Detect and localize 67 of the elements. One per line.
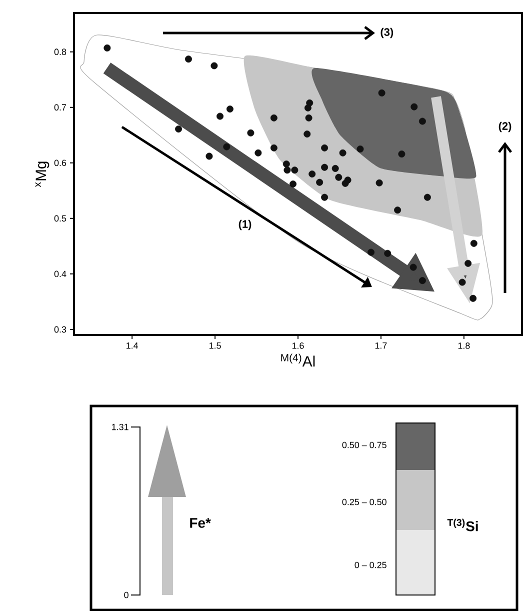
- point: [284, 166, 291, 174]
- point: [305, 114, 312, 122]
- point: [304, 104, 312, 112]
- point: [226, 106, 234, 113]
- x-tick-label: 1.4: [126, 342, 138, 349]
- point: [332, 164, 339, 172]
- point: [254, 149, 262, 156]
- point: [418, 277, 426, 284]
- text: 1.31: [112, 424, 128, 430]
- point: [368, 248, 375, 256]
- point: [378, 89, 386, 96]
- text: Fe*: [190, 518, 211, 528]
- point: [184, 56, 192, 63]
- point: [394, 206, 402, 214]
- point: [418, 118, 426, 125]
- y-tick-label: 0.8: [54, 48, 66, 56]
- point: [464, 260, 472, 267]
- point: [342, 180, 349, 187]
- y-tick-label: 0.5: [54, 215, 66, 222]
- point: [308, 170, 316, 178]
- point: [410, 103, 418, 110]
- point: [290, 180, 297, 188]
- annotation: (2): [498, 122, 512, 132]
- x-tick-label: 1.8: [458, 342, 470, 349]
- y-axis-title: $^{x}$Mg: [35, 162, 50, 188]
- point: [216, 112, 224, 120]
- point: [321, 144, 328, 152]
- point: [270, 114, 278, 122]
- point: [410, 264, 417, 271]
- point: [376, 179, 383, 186]
- x-tick-label: 1.7: [375, 342, 387, 349]
- y-tick-label: 0.7: [54, 104, 66, 111]
- point: [384, 250, 392, 257]
- annotation: (1): [238, 220, 252, 230]
- x-tick-label: 1.6: [292, 342, 304, 349]
- point: [458, 278, 466, 286]
- point: [175, 126, 182, 133]
- text: 0.50 – 0.75: [342, 442, 386, 448]
- text: 0 – 0.25: [354, 562, 386, 568]
- y-tick-label: 0.4: [54, 270, 66, 278]
- point: [270, 144, 278, 152]
- point: [247, 129, 254, 136]
- y-tick-label: 0.6: [54, 160, 66, 166]
- point: [356, 146, 364, 153]
- point: [282, 160, 290, 168]
- x-axis-title: $^{M(4)}$Al: [281, 354, 315, 366]
- point: [316, 178, 324, 186]
- x-tick-label: 1.5: [209, 342, 221, 349]
- point: [104, 44, 111, 52]
- annotation: (3): [380, 28, 394, 38]
- point: [321, 164, 328, 171]
- text: 0.25 – 0.50: [342, 498, 386, 506]
- text: $^{T(3)}$Si: [447, 518, 478, 532]
- point: [210, 62, 218, 70]
- point: [223, 143, 230, 150]
- point: [339, 149, 346, 156]
- point: [304, 130, 311, 138]
- y-tick-label: 0.3: [54, 326, 66, 333]
- point: [291, 166, 298, 174]
- point: [335, 174, 342, 181]
- point: [321, 194, 328, 201]
- text: 0: [124, 592, 128, 598]
- point: [470, 294, 477, 302]
- point: [398, 150, 406, 158]
- point: [206, 152, 213, 160]
- point: [424, 194, 431, 201]
- point: [470, 240, 478, 247]
